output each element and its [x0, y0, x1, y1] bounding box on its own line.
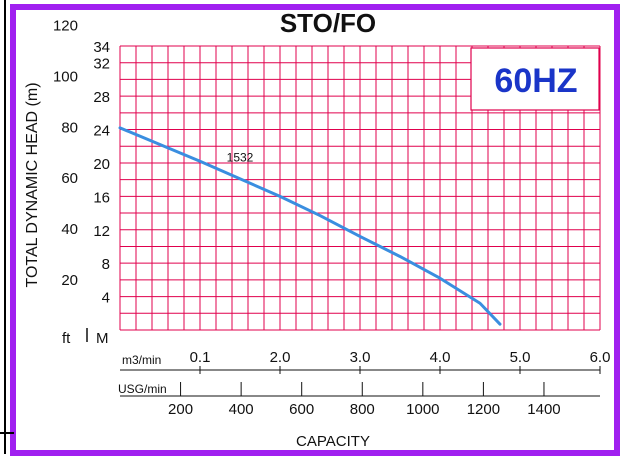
- y-tick-label-meters: 8: [102, 256, 110, 273]
- y-unit-meters: M: [96, 330, 109, 347]
- x-tick-label-m3min: 6.0: [590, 349, 611, 366]
- y-tick-label-feet: 120: [53, 17, 78, 34]
- left-border-line: [4, 0, 6, 454]
- x-tick-label-usgmin: 800: [350, 401, 375, 418]
- curve-label: 1532: [227, 150, 254, 164]
- x-tick-label-usgmin: 1200: [467, 401, 500, 418]
- x-unit-usgmin: USG/min: [118, 382, 167, 396]
- y-tick-label-meters: 34: [93, 39, 110, 56]
- x-tick-label-m3min: 3.0: [350, 349, 371, 366]
- y-tick-label-meters: 16: [93, 189, 110, 206]
- y-tick-label-feet: 40: [61, 221, 78, 238]
- y-tick-label-meters: 24: [93, 123, 110, 140]
- y-tick-label-meters: 28: [93, 89, 110, 106]
- x-tick-label-usgmin: 200: [168, 401, 193, 418]
- y-tick-label-feet: 60: [61, 170, 78, 187]
- y-unit-feet: ft: [62, 330, 71, 347]
- y-tick-label-meters: 32: [93, 56, 110, 73]
- y-tick-label-meters: 12: [93, 223, 110, 240]
- y-tick-label-meters: 20: [93, 156, 110, 173]
- x-tick-label-m3min: 5.0: [510, 349, 531, 366]
- badge-box: [470, 47, 600, 111]
- x-tick-label-usgmin: 1000: [406, 401, 439, 418]
- x-tick-label-m3min: 4.0: [430, 349, 451, 366]
- y-tick-label-feet: 80: [61, 119, 78, 136]
- frequency-badge: 60HZ: [494, 62, 577, 100]
- pump-curve-line: [118, 126, 502, 326]
- left-bottom-tick: [0, 432, 14, 434]
- y-axis-label: TOTAL DYNAMIC HEAD (m): [24, 82, 41, 287]
- y-tick-label-feet: 100: [53, 68, 78, 85]
- y-tick-label-meters: 4: [102, 290, 110, 307]
- x-tick-label-m3min: 2.0: [270, 349, 291, 366]
- chart-frame: [10, 4, 620, 456]
- x-tick-label-usgmin: 600: [289, 401, 314, 418]
- x-axis-label: CAPACITY: [296, 433, 370, 450]
- x-unit-m3min: m3/min: [122, 353, 161, 367]
- chart-title: STO/FO: [280, 8, 376, 38]
- x-tick-label-usgmin: 400: [229, 401, 254, 418]
- y-tick-label-feet: 20: [61, 272, 78, 289]
- x-tick-label-m3min: 0.1: [190, 349, 211, 366]
- chart-grid: [119, 45, 601, 331]
- x-tick-label-usgmin: 1400: [527, 401, 560, 418]
